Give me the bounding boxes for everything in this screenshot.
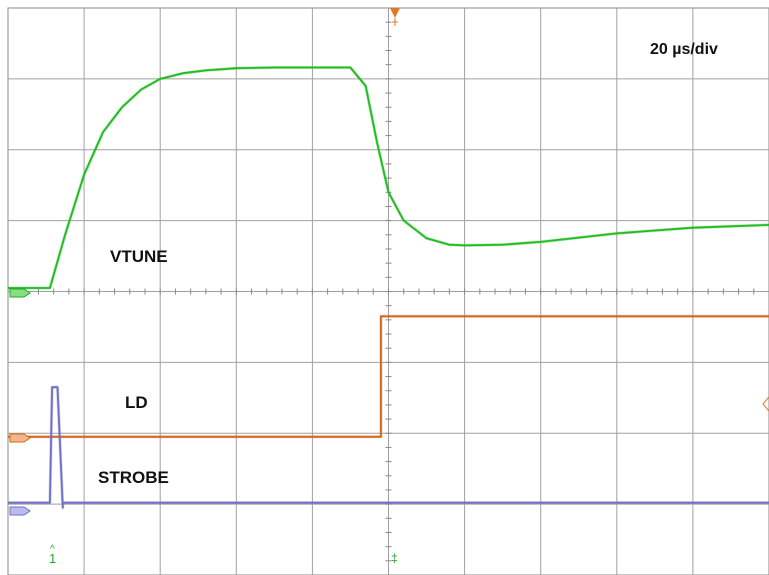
trace-ld bbox=[8, 315, 769, 438]
trace-vtune bbox=[8, 66, 769, 289]
ground-marker-ld-icon bbox=[9, 433, 31, 443]
trigger-level-marker-icon bbox=[762, 396, 769, 412]
ground-marker-vtune-icon bbox=[9, 288, 31, 298]
series-label-ld: LD bbox=[125, 393, 148, 412]
channel-1-label: 1 bbox=[49, 551, 56, 566]
center-graticule-ticks bbox=[7, 7, 769, 575]
trigger-arrow-icon bbox=[390, 8, 400, 18]
timebase-label: 20 µs/div bbox=[650, 41, 718, 58]
traces bbox=[8, 66, 769, 510]
trigger-time-arrow-icon: ‡ bbox=[391, 551, 398, 565]
trace-strobe bbox=[8, 386, 769, 509]
series-label-vtune: VTUNE bbox=[110, 247, 168, 266]
channel-1-marker: ^ 1 bbox=[49, 544, 56, 566]
channel-1-arrow-icon: ^ bbox=[50, 544, 55, 555]
series-label-strobe: STROBE bbox=[98, 468, 169, 487]
trigger-time-marker: ‡ bbox=[391, 551, 398, 565]
trigger-position-marker bbox=[390, 8, 400, 26]
ground-marker-strobe-icon bbox=[9, 506, 31, 516]
